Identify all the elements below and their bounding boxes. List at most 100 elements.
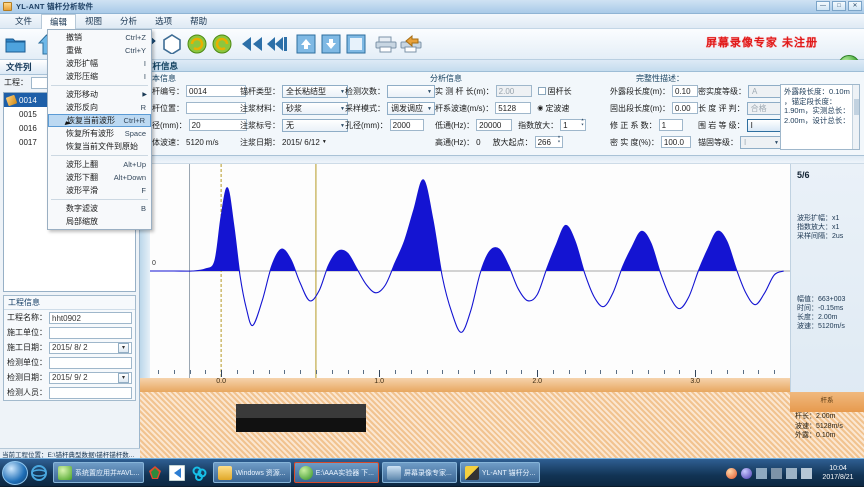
rock-grade-field[interactable]: 围 岩 等 级： I [698,118,789,132]
project-name-row[interactable]: 工程名称： hht0902 [4,310,135,325]
test-count-field[interactable]: 检测次数： [345,84,435,98]
system-tray[interactable]: 10:04 2017/8/21 [726,459,862,487]
chevron-down-icon[interactable]: ▼ [321,139,327,145]
sample-mode-field[interactable]: 采样模式： 调发调应 [345,101,435,115]
tester-input[interactable] [49,386,132,399]
outer-length-field[interactable]: 外露段长度(m)： 0.10 [610,84,698,98]
grout-grade-select[interactable]: 无 [282,118,348,132]
cyan-ring-icon[interactable] [188,461,210,485]
bolt-no-input[interactable]: 0014 [186,85,246,97]
taskbar-item[interactable]: YL-ANT 锚杆分... [459,462,541,483]
radio-icon[interactable]: ◉ [537,105,544,112]
hexagon-icon[interactable] [160,33,183,56]
wave-speed-input[interactable]: 5128 [495,102,532,114]
rewind-all-icon[interactable] [265,33,288,56]
list-item[interactable]: 0016 [4,121,135,135]
integrity-description-memo[interactable]: 外露段长度：0.10m ，锚定段长度：1.90m，实测总长：2.00m，设计总长… [780,84,860,150]
speaker-icon[interactable] [771,467,782,479]
minimize-button[interactable]: — [816,1,830,11]
folder-open-icon[interactable] [4,33,27,56]
rewind-icon[interactable] [240,33,263,56]
exposed-length-input[interactable]: 0.00 [672,102,698,114]
lowpass-input[interactable]: 20000 [476,119,513,131]
correction-field[interactable]: 修 正 系 数： 1 [610,118,683,132]
menu-wave-page-down[interactable]: 波形下翻 Alt+Down [48,171,151,184]
test-count-select[interactable] [387,84,435,98]
menu-restore-file-original[interactable]: 恢复当前文件到原始 [48,140,151,153]
start-orb-icon[interactable] [2,460,28,485]
menu-wave-reverse[interactable]: 波形反向 R [48,101,151,114]
menu-local-zoom[interactable]: 局部缩放 [48,215,151,228]
rod-speed-field[interactable]: 杆体波速： 5120 m/s [144,135,219,149]
page-icon[interactable] [344,33,367,56]
density-pct-input[interactable]: 100.0 [660,136,691,148]
grout-material-field[interactable]: 注浆材料： 砂浆 [240,101,348,115]
list-item[interactable]: 0015 [4,107,135,121]
fix-bolt-checkbox[interactable] [537,87,546,95]
taskbar-item[interactable]: 屏幕录像专家... [382,462,457,483]
diameter-field[interactable]: 杆径(mm)： 20 [144,118,247,132]
density-pct-field[interactable]: 密 实 度(%)： 100.0 [610,135,691,149]
battery-icon[interactable] [801,467,812,479]
actual-length-field[interactable]: 实 测 杆 长(m)： 2.00 固杆长 [435,84,572,98]
test-unit-input[interactable] [49,356,132,369]
menu-digital-filter[interactable]: 数字滤波 B [48,202,151,215]
anchor-grade-field[interactable]: 锚固等级： I [698,135,782,149]
lowpass-field[interactable]: 低通(Hz)： 20000 指数放大： 1 [435,117,587,132]
blue-bird-icon[interactable] [166,461,188,485]
gain-start-stepper[interactable]: 266 [534,134,563,148]
menu-edit[interactable]: 编辑 [41,13,77,29]
ie-icon[interactable] [28,461,50,485]
taskbar-item[interactable]: E:\AAA实验器 下... [293,462,379,483]
refresh-green-icon[interactable] [185,33,208,56]
menu-wave-move[interactable]: 波形移动 ▶ [48,88,151,101]
diameter-input[interactable]: 20 [188,119,247,131]
anchor-grade-select[interactable]: I [740,135,782,149]
construction-date-row[interactable]: 施工日期： 2015/ 8/ 2 ▾ [4,340,135,355]
waveform-plot[interactable]: 0 [150,164,790,378]
menu-undo[interactable]: 撤销 Ctrl+Z [48,31,151,44]
menu-view[interactable]: 视图 [85,16,103,26]
menu-file[interactable]: 文件 [15,16,33,26]
hole-diameter-input[interactable]: 2000 [389,119,424,131]
menu-redo[interactable]: 重做 Ctrl+Y [48,44,151,57]
menu-wave-expand[interactable]: 波形扩幅 I [48,57,151,70]
shield-icon[interactable] [741,467,752,479]
construction-unit-row[interactable]: 施工单位： [4,325,135,340]
tester-row[interactable]: 检测人员： [4,385,135,400]
edit-menu-dropdown[interactable]: 撤销 Ctrl+Z 重做 Ctrl+Y 波形扩幅 I 波形压缩 I 波形移动 ▶ 波形反向… [47,29,152,230]
grout-date-field[interactable]: 注浆日期： 2015/ 6/12 ▼ [240,135,327,149]
project-name-input[interactable]: hht0902 [49,311,132,324]
density-grade-field[interactable]: 密实度等级： A [698,84,790,98]
actual-length-input[interactable]: 2.00 [495,85,532,97]
menu-bar[interactable]: 文件 编辑 视图 分析 选项 帮助 [0,13,864,29]
waveform-chart-area[interactable]: 0 0.0 1.0 2.0 3.0 5/6 波形扩幅：x1 指数放大：x1 采样间隔：… [140,156,864,458]
menu-restore-current-wave[interactable]: 恢复当前波形 Ctrl+R [48,114,151,127]
test-date-row[interactable]: 检测日期： 2015/ 9/ 2 ▾ [4,370,135,385]
print-icon[interactable] [374,33,397,56]
bolt-no-field[interactable]: 锚杆编号： 0014 [144,84,246,98]
network-icon[interactable] [786,467,797,479]
wave-speed-field[interactable]: 杆系波速(m/s)： 5128 ◉ 定波速 [435,101,569,115]
menu-restore-all-waves[interactable]: 恢复所有波形 Space [48,127,151,140]
length-eval-field[interactable]: 长 度 评 判： 合格 [698,101,789,115]
page-up-icon[interactable] [294,33,317,56]
highpass-field[interactable]: 高通(Hz)： 0 放大起点： 266 [435,134,563,149]
windows-taskbar[interactable]: 系统置应用并#AVL... Windows 资源... E:\AAA实验器 下.… [0,458,864,486]
grout-material-select[interactable]: 砂浆 [282,101,348,115]
menu-analysis[interactable]: 分析 [120,16,138,26]
menu-help[interactable]: 帮助 [190,16,208,26]
anchor-type-field[interactable]: 锚杆类型： 全长粘结型 [240,84,348,98]
construction-date-input[interactable]: 2015/ 8/ 2 ▾ [49,341,132,354]
outer-length-input[interactable]: 0.10 [672,85,698,97]
sample-mode-select[interactable]: 调发调应 [387,101,435,115]
menu-options[interactable]: 选项 [155,16,173,26]
menu-wave-compress[interactable]: 波形压缩 I [48,70,151,83]
anchor-type-select[interactable]: 全长粘结型 [282,84,348,98]
menu-wave-page-up[interactable]: 波形上翻 Alt+Up [48,158,151,171]
maximize-button[interactable]: □ [832,1,846,11]
menu-wave-smooth[interactable]: 波形平滑 F [48,184,151,197]
export-icon[interactable] [399,33,422,56]
close-button[interactable]: ✕ [848,1,862,11]
memo-scrollbar[interactable] [852,85,859,149]
